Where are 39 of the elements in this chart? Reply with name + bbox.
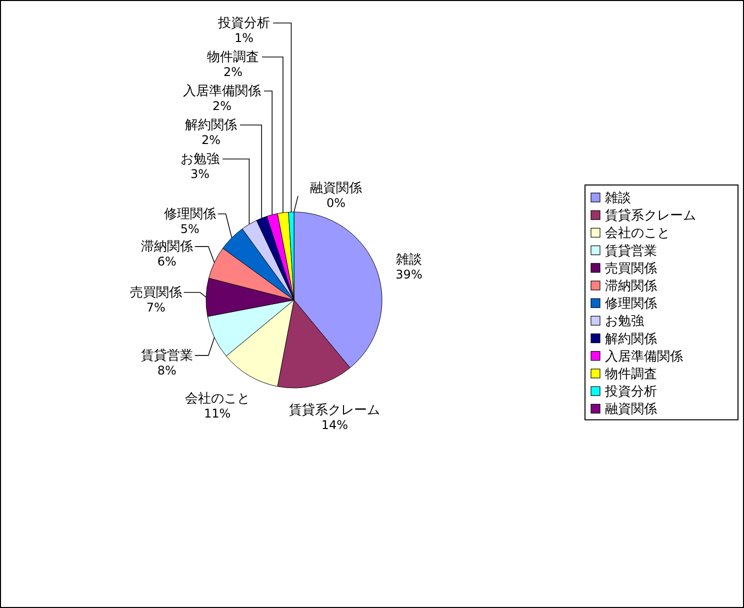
legend-label: 雑談 <box>605 191 631 206</box>
slice-label: 入居準備関係 <box>183 84 261 99</box>
legend-label: 賃貸系クレーム <box>605 208 696 224</box>
data-label: 8% <box>157 363 176 378</box>
legend-label: 投資分析 <box>604 384 657 400</box>
slice-label: 滞納関係 <box>140 240 193 255</box>
legend-label: 滞納関係 <box>605 279 657 294</box>
legend-label: 修理関係 <box>605 296 657 312</box>
legend-label: 賃貸営業 <box>605 244 657 259</box>
legend-label: お勉強 <box>605 314 644 330</box>
data-label: 1% <box>234 31 254 45</box>
data-label: 39% <box>396 268 422 282</box>
data-label: 3% <box>190 167 210 181</box>
legend-label: 会社のこと <box>605 226 670 242</box>
legend-label: 入居準備関係 <box>605 349 683 364</box>
slice-label: 修理関係 <box>164 206 216 222</box>
data-label: 2% <box>212 99 232 113</box>
text: 0% <box>326 196 346 210</box>
slice-label: 売買関係 <box>130 285 182 300</box>
data-label: 14% <box>321 418 348 432</box>
slice-label: 会社のこと <box>184 391 250 406</box>
data-label: 6% <box>157 254 176 269</box>
slice-label: 解約関係 <box>185 118 237 133</box>
slice-label: 雑談 <box>396 252 422 268</box>
slice-label: 賃貸系クレーム <box>289 402 380 418</box>
slice-label: 物件調査 <box>207 50 259 65</box>
data-label: 5% <box>180 222 200 236</box>
slice-label: 投資分析 <box>217 16 270 31</box>
legend-label: 解約関係 <box>605 332 657 347</box>
data-label: 2% <box>223 65 243 79</box>
legend-label: 物件調査 <box>605 367 657 382</box>
data-label: 11% <box>204 406 231 420</box>
slice-label: 賃貸営業 <box>140 348 193 364</box>
data-label: 7% <box>146 300 166 314</box>
legend-label: 融資関係 <box>605 402 657 418</box>
data-label: 2% <box>201 133 221 147</box>
legend-label: 売買関係 <box>605 261 657 276</box>
slice-label: お勉強 <box>180 152 220 167</box>
category-label: 融資関係 <box>310 181 362 196</box>
